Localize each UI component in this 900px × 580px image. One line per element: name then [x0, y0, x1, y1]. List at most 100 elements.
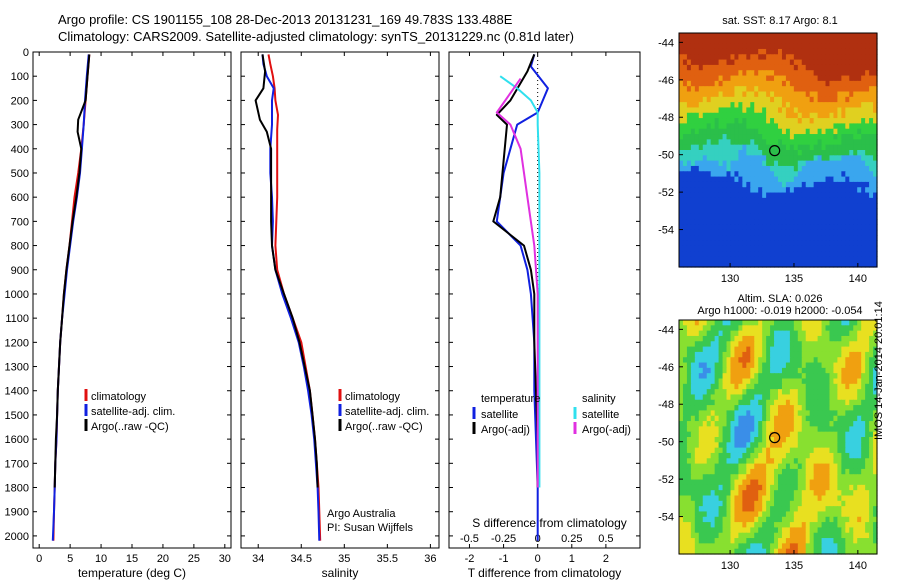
- difference-xtick-label: 1: [569, 553, 575, 565]
- depth-tick-label: 300: [11, 120, 29, 132]
- depth-tick-label: 700: [11, 216, 29, 228]
- difference-xlabel: T difference from climatology: [468, 566, 622, 580]
- sla-map-image: [679, 320, 878, 555]
- legend-label: climatology: [345, 391, 401, 403]
- sla-map-ytick-label: -54: [658, 512, 674, 524]
- diff-legend-label: Argo(-adj): [582, 424, 631, 436]
- argo-float-marker: [769, 432, 781, 444]
- depth-tick-label: 1400: [5, 386, 29, 398]
- depth-tick-label: 200: [11, 95, 29, 107]
- depth-tick-label: 1600: [5, 434, 29, 446]
- sst-map-frame: [678, 32, 878, 268]
- salinity-xtick-label: 35: [338, 553, 350, 565]
- temperature-xtick-label: 20: [157, 553, 169, 565]
- difference-xtick-label: -2: [465, 553, 475, 565]
- difference-series-temperature-satellite: [495, 54, 549, 541]
- sla-map-xtick-label: 130: [721, 560, 739, 572]
- difference-axes-box: [448, 51, 641, 549]
- salinity-xlabel: salinity: [322, 566, 359, 580]
- figure-title-line-2: Climatology: CARS2009. Satellite-adjuste…: [58, 29, 574, 44]
- salinity-series-argo-raw-qc-: [254, 54, 319, 488]
- salinity-axes-box: [240, 51, 440, 549]
- sst-map-ytick-label: -50: [658, 150, 674, 162]
- sla-map-ytick-label: -46: [658, 362, 674, 374]
- temperature-xlabel: temperature (deg C): [78, 566, 186, 580]
- sla-map-ytick-label: -44: [658, 324, 674, 336]
- sla-map-xtick-label: 135: [785, 560, 803, 572]
- sla-map-xtick-label: 140: [849, 560, 867, 572]
- temperature-xtick-label: 10: [95, 553, 107, 565]
- argo-float-marker: [769, 145, 781, 157]
- depth-tick-label: 900: [11, 265, 29, 277]
- temperature-axes-box: [32, 51, 232, 549]
- sst-map-ytick-label: -46: [658, 75, 674, 87]
- legend-label: Argo(..raw -QC): [345, 421, 423, 433]
- salinity-diff-tick-label: 0.25: [561, 533, 582, 545]
- depth-tick-label: 800: [11, 241, 29, 253]
- sst-map-ytick-label: -52: [658, 187, 674, 199]
- diff-legend-title-salinity: salinity: [582, 393, 616, 405]
- sst-map-title: sat. SST: 8.17 Argo: 8.1: [722, 15, 838, 27]
- sla-map-title: Altim. SLA: 0.026: [737, 293, 823, 305]
- depth-tick-label: 1900: [5, 507, 29, 519]
- depth-tick-label: 1100: [5, 313, 29, 325]
- legend-label: climatology: [91, 391, 147, 403]
- temperature-xtick-label: 5: [67, 553, 73, 565]
- diff-legend-label: Argo(-adj): [481, 424, 530, 436]
- salinity-xtick-label: 34: [252, 553, 264, 565]
- imos-timestamp-label: IMOS 14-Jan-2014 20:01:14: [873, 301, 885, 440]
- difference-series-salinity-argo-adj-: [495, 78, 539, 488]
- difference-series-temperature-argo-adj-: [492, 54, 539, 488]
- author-annotation: PI: Susan Wijffels: [327, 522, 413, 534]
- difference-series-salinity-satellite: [499, 75, 541, 488]
- sst-map-ytick-label: -44: [658, 37, 674, 49]
- salinity-diff-tick-label: -0.5: [460, 533, 479, 545]
- depth-tick-label: 1200: [5, 337, 29, 349]
- salinity-xtick-label: 34.5: [291, 553, 312, 565]
- diff-legend-title-temperature: temperature: [481, 393, 540, 405]
- diff-legend-label: satellite: [481, 409, 518, 421]
- depth-tick-label: 2000: [5, 531, 29, 543]
- depth-tick-label: 400: [11, 144, 29, 156]
- depth-tick-label: 1300: [5, 362, 29, 374]
- depth-tick-label: 0: [23, 47, 29, 59]
- legend-label: satellite-adj. clim.: [91, 406, 175, 418]
- salinity-xtick-label: 35.5: [377, 553, 398, 565]
- sla-map-ytick-label: -52: [658, 474, 674, 486]
- sst-map-image: [679, 33, 878, 268]
- sla-map-frame: [678, 319, 878, 555]
- sst-map-xtick-label: 135: [785, 273, 803, 285]
- sst-map-xtick-label: 130: [721, 273, 739, 285]
- difference-xtick-label: 0: [535, 553, 541, 565]
- salinity-xtick-label: 36: [424, 553, 436, 565]
- diff-legend-label: satellite: [582, 409, 619, 421]
- depth-tick-label: 100: [11, 71, 29, 83]
- temperature-xtick-label: 25: [188, 553, 200, 565]
- legend-label: Argo(..raw -QC): [91, 421, 169, 433]
- salinity-diff-axis-label: S difference from climatology: [472, 516, 627, 530]
- salinity-diff-tick-label: -0.25: [491, 533, 516, 545]
- author-annotation: Argo Australia: [327, 508, 396, 520]
- temperature-series-argo-raw-qc-: [53, 54, 91, 488]
- temperature-xtick-label: 15: [126, 553, 138, 565]
- difference-xtick-label: -1: [499, 553, 509, 565]
- depth-tick-label: 500: [11, 168, 29, 180]
- depth-tick-label: 1700: [5, 458, 29, 470]
- sst-map-ytick-label: -48: [658, 112, 674, 124]
- temperature-xtick-label: 0: [36, 553, 42, 565]
- sst-map-xtick-label: 140: [849, 273, 867, 285]
- figure-title-line-1: Argo profile: CS 1901155_108 28-Dec-2013…: [58, 12, 513, 27]
- sla-map-ytick-label: -50: [658, 437, 674, 449]
- temperature-xtick-label: 30: [219, 553, 231, 565]
- sst-map-ytick-label: -54: [658, 225, 674, 237]
- depth-tick-label: 1800: [5, 483, 29, 495]
- sla-map-ytick-label: -48: [658, 399, 674, 411]
- sla-map-subtitle: Argo h1000: -0.019 h2000: -0.054: [697, 305, 863, 317]
- depth-tick-label: 1000: [5, 289, 29, 301]
- depth-tick-label: 600: [11, 192, 29, 204]
- difference-xtick-label: 2: [603, 553, 609, 565]
- salinity-diff-tick-label: 0.5: [598, 533, 613, 545]
- legend-label: satellite-adj. clim.: [345, 406, 429, 418]
